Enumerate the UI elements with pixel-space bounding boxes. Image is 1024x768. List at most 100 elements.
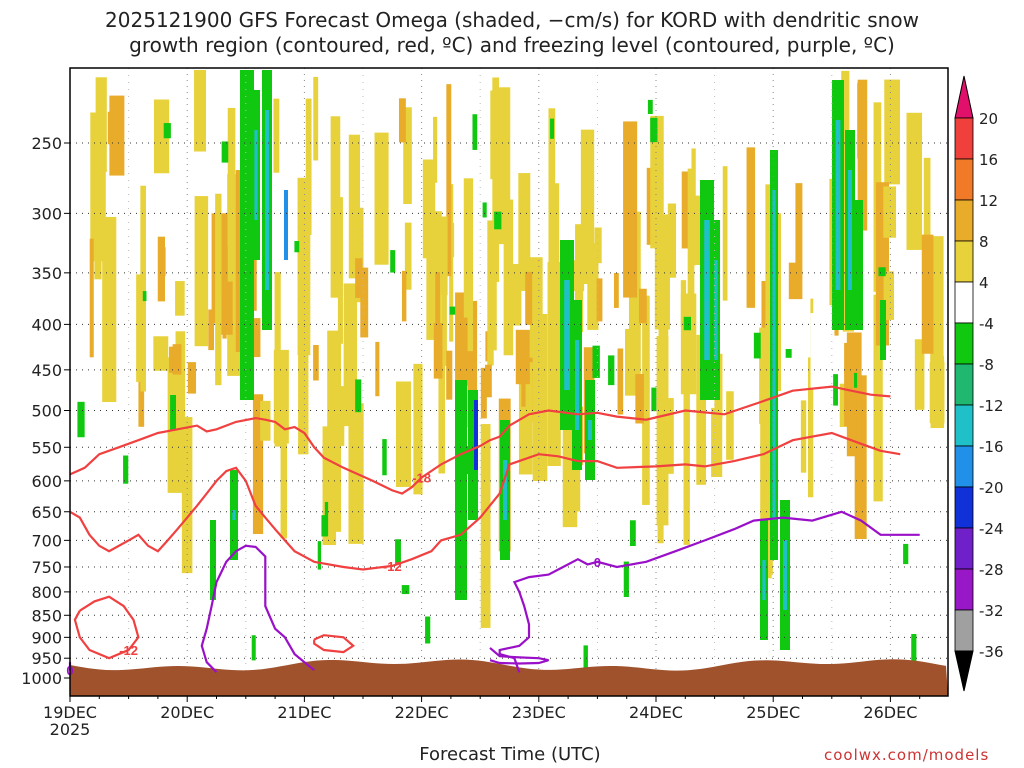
y-tick-label: 900: [31, 628, 62, 647]
omega-cell: [687, 168, 695, 312]
omega-cell: [433, 116, 438, 183]
x-tick-label: 20DEC: [160, 703, 214, 722]
omega-cell: [232, 510, 236, 520]
omega-cell: [438, 216, 448, 296]
omega-cell: [509, 263, 522, 326]
omega-cell: [194, 196, 209, 347]
omega-cell: [208, 309, 214, 351]
omega-cell: [337, 197, 343, 344]
omega-cell: [575, 340, 579, 430]
colorbar-label: -12: [979, 397, 1004, 415]
omega-cell: [240, 70, 254, 400]
omega-cell: [482, 202, 487, 218]
omega-cell: [548, 108, 556, 282]
omega-cell: [441, 256, 447, 366]
omega-cell: [583, 645, 588, 676]
y-tick-label: 350: [31, 264, 62, 283]
omega-cell: [360, 267, 369, 338]
omega-cell: [284, 190, 288, 260]
omega-cell: [172, 344, 182, 375]
colorbar-label: -36: [979, 643, 1004, 661]
omega-cell: [324, 501, 329, 537]
omega-cell: [596, 278, 603, 322]
colorbar-label: -24: [979, 520, 1004, 538]
omega-cell: [550, 118, 555, 139]
omega-cell: [170, 394, 177, 431]
omega-cell: [459, 317, 468, 386]
omega-cell: [153, 336, 169, 371]
colorbar-segment: [954, 568, 974, 611]
omega-cell: [704, 220, 710, 360]
omega-cell: [554, 183, 560, 270]
omega-cell: [608, 355, 615, 386]
omega-cell: [181, 417, 193, 574]
omega-cell: [401, 270, 407, 322]
omega-cell: [711, 407, 723, 477]
colorbar-label: -28: [979, 561, 1004, 579]
omega-cell: [355, 258, 363, 298]
omega-cell: [142, 291, 147, 302]
omega-cell: [467, 300, 478, 428]
colorbar-segment: [954, 445, 974, 488]
chart-title: 2025121900 GFS Forecast Omega (shaded, −…: [0, 8, 1024, 58]
omega-cell: [343, 283, 358, 427]
title-line-1: 2025121900 GFS Forecast Omega (shaded, −…: [105, 8, 919, 32]
omega-cell: [485, 364, 492, 398]
y-tick-label: 950: [31, 649, 62, 668]
colorbar-label: 4: [979, 274, 989, 292]
x-tick-label: 22DEC: [395, 703, 449, 722]
omega-cell: [227, 107, 236, 282]
site-credit[interactable]: coolwx.com/models: [824, 746, 990, 764]
omega-cell: [623, 561, 629, 597]
omega-cell: [807, 298, 814, 498]
colorbar-segment: [954, 486, 974, 529]
omega-cell: [107, 111, 119, 145]
omega-cell: [753, 332, 761, 359]
omega-cell: [395, 381, 411, 487]
omega-cell: [790, 325, 801, 357]
title-line-2: growth region (contoured, red, ºC) and f…: [129, 33, 895, 57]
omega-cell: [305, 98, 312, 235]
omega-cell: [382, 439, 387, 476]
omega-cell: [187, 362, 197, 394]
omega-cell: [762, 560, 766, 600]
omega-cell: [348, 134, 361, 279]
omega-cell: [280, 351, 288, 539]
omega-cell: [491, 263, 497, 351]
omega-cell: [210, 520, 216, 600]
omega-shading: [70, 68, 948, 696]
omega-cell: [564, 280, 570, 390]
omega-cell: [878, 267, 886, 277]
omega-cell: [903, 543, 909, 565]
omega-cell: [833, 374, 838, 406]
omega-cell: [759, 327, 767, 424]
omega-cell: [313, 344, 319, 381]
colorbar-label: 12: [979, 192, 998, 210]
colorbar-segment: [954, 158, 974, 201]
omega-cell: [921, 234, 934, 354]
colorbar-segment: [954, 404, 974, 447]
x-tick-label: 26DEC: [863, 703, 917, 722]
omega-cell: [883, 271, 895, 320]
omega-cell: [395, 539, 401, 564]
omega-cell: [472, 114, 478, 150]
omega-cell: [592, 345, 600, 378]
y-tick-label: 300: [31, 204, 62, 223]
contour-label: -12: [119, 643, 138, 658]
omega-cell: [651, 387, 657, 412]
omega-cell: [628, 211, 641, 387]
colorbar-segment: [954, 322, 974, 365]
colorbar-label: 8: [979, 233, 989, 251]
omega-cell: [854, 372, 858, 388]
y-tick-label: 450: [31, 361, 62, 380]
omega-cell: [157, 236, 165, 302]
contour-line: [498, 510, 920, 673]
y-tick-label: 500: [31, 402, 62, 421]
omega-cell: [587, 243, 599, 330]
omega-cell: [253, 318, 261, 358]
omega-cell: [480, 367, 487, 419]
omega-cell: [911, 633, 917, 669]
y-tick-label: 750: [31, 558, 62, 577]
y-tick-label: 400: [31, 315, 62, 334]
